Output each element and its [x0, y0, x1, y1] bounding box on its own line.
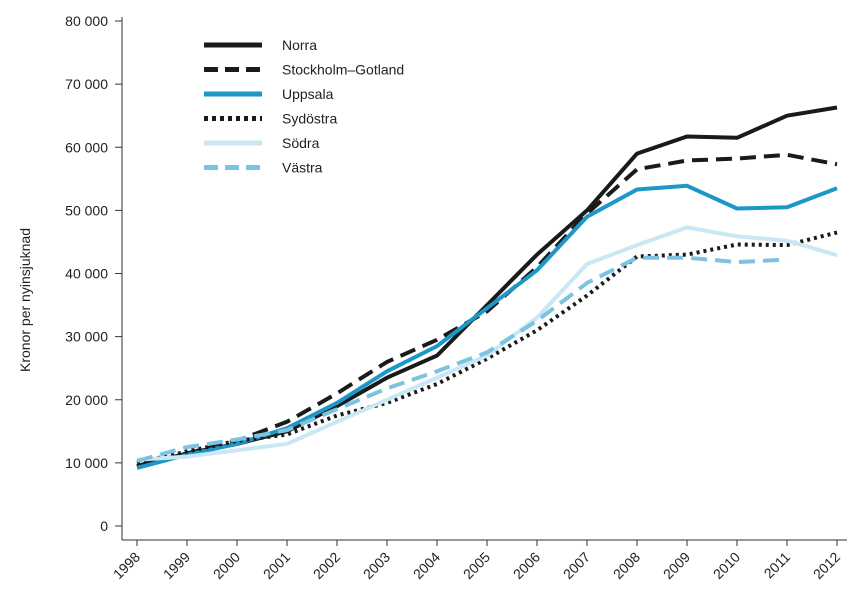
series-line-stockholm-gotland: [136, 152, 838, 468]
y-tick-label: 20 000: [65, 392, 108, 408]
x-tick-label: 2007: [560, 549, 593, 582]
series-line-norra: [136, 105, 838, 468]
series-line-v-stra: [136, 255, 788, 463]
y-tick-label: 40 000: [65, 266, 108, 282]
y-tick-label: 80 000: [65, 13, 108, 29]
x-tick-label: 2010: [710, 549, 743, 582]
y-tick-label: 10 000: [65, 455, 108, 471]
x-tick-label: 2009: [660, 549, 693, 582]
x-tick-label: 2003: [360, 549, 393, 582]
x-tick-label: 2011: [761, 549, 794, 582]
x-tick-label: 2002: [310, 549, 343, 582]
x-tick-label: 2005: [460, 549, 493, 582]
x-axis: 1998 1999 2000 2001 2002 2003 2004 2005 2006 2007…: [110, 539, 847, 582]
y-tick-label: 30 000: [65, 329, 108, 345]
x-tick-label: 1998: [110, 549, 143, 582]
x-tick-label: 2001: [260, 549, 293, 582]
legend-label: Uppsala: [282, 86, 334, 102]
y-tick-label: 50 000: [65, 202, 108, 218]
series-line-s-dra: [136, 225, 838, 462]
series-line-syd-stra: [136, 230, 838, 465]
legend-label: Sydöstra: [282, 111, 337, 127]
y-tick-label: 0: [100, 518, 108, 534]
y-axis: 0 10 000 20 000 30 000 40 000 50 000 60 000 70 …: [65, 13, 123, 540]
series-line-uppsala: [136, 183, 838, 470]
y-axis-title: Kronor per nyinsjuknad: [17, 228, 33, 372]
x-tick-label: 2006: [510, 549, 543, 582]
x-tick-label: 1999: [160, 549, 193, 582]
x-tick-label: 2012: [810, 549, 843, 582]
legend-label: Stockholm–Gotland: [282, 62, 404, 78]
x-tick-label: 2004: [410, 549, 443, 582]
y-tick-label: 70 000: [65, 76, 108, 92]
legend-label: Södra: [282, 135, 320, 151]
x-tick-label: 2000: [210, 549, 243, 582]
series-layer: [136, 105, 838, 470]
x-tick-label: 2008: [610, 549, 643, 582]
legend-label: Norra: [282, 37, 317, 53]
y-tick-label: 60 000: [65, 139, 108, 155]
legend: Norra Stockholm–Gotland Uppsala Sydöstra Söd…: [204, 37, 404, 176]
legend-label: Västra: [282, 160, 323, 176]
